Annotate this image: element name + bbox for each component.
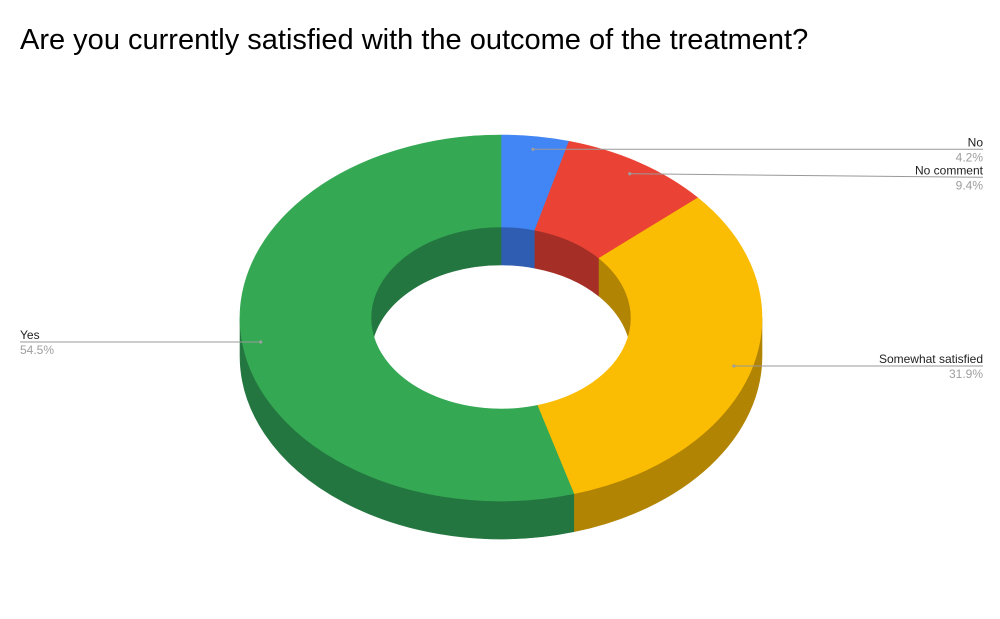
slice-label-no: No	[968, 135, 984, 149]
leader-dot-yes	[259, 340, 263, 344]
donut-top-layer	[239, 134, 763, 502]
leader-dot-somewhat-satisfied	[732, 364, 736, 368]
slice-somewhat-satisfied	[536, 197, 763, 495]
leader-dot-no	[531, 147, 535, 151]
leader-dot-no-comment	[628, 172, 632, 176]
slice-value-no: 4.2%	[956, 150, 984, 164]
slice-value-yes: 54.5%	[20, 343, 54, 357]
slice-value-somewhat-satisfied: 31.9%	[949, 367, 983, 381]
slice-value-no-comment: 9.4%	[956, 178, 984, 192]
slice-yes	[239, 134, 575, 502]
hole-wall-0	[500, 226, 536, 269]
slice-label-no-comment: No comment	[915, 163, 984, 177]
slice-label-yes: Yes	[20, 328, 40, 342]
slice-label-somewhat-satisfied: Somewhat satisfied	[879, 352, 983, 366]
chart-title: Are you currently satisfied with the out…	[20, 24, 809, 56]
leader-line-no-comment	[629, 173, 984, 178]
